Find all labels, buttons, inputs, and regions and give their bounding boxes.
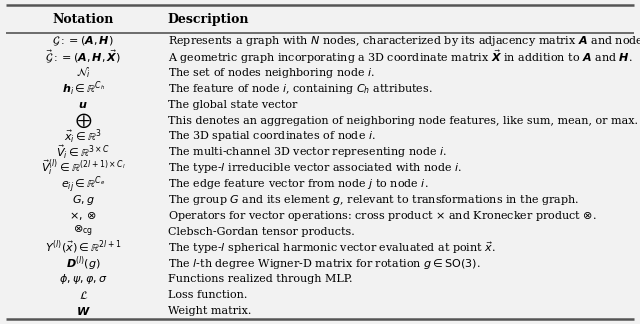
Text: $e_{ij} \in \mathbb{R}^{C_e}$: $e_{ij} \in \mathbb{R}^{C_e}$: [61, 174, 106, 195]
Text: The type-$l$ spherical harmonic vector evaluated at point $\vec{x}$.: The type-$l$ spherical harmonic vector e…: [168, 240, 495, 256]
Text: The group $G$ and its element $g$, relevant to transformations in the graph.: The group $G$ and its element $g$, relev…: [168, 193, 579, 207]
Text: Description: Description: [168, 13, 249, 26]
Text: $\boldsymbol{W}$: $\boldsymbol{W}$: [76, 305, 91, 317]
Text: $\phi, \psi, \varphi, \sigma$: $\phi, \psi, \varphi, \sigma$: [59, 272, 108, 286]
Text: Clebsch-Gordan tensor products.: Clebsch-Gordan tensor products.: [168, 227, 355, 237]
Text: This denotes an aggregation of neighboring node features, like sum, mean, or max: This denotes an aggregation of neighbori…: [168, 116, 637, 125]
Text: Operators for vector operations: cross product $\times$ and Kronecker product $\: Operators for vector operations: cross p…: [168, 209, 596, 223]
Text: $Y^{(l)}(\vec{x}) \in \mathbb{R}^{2l+1}$: $Y^{(l)}(\vec{x}) \in \mathbb{R}^{2l+1}$: [45, 239, 122, 256]
Text: $\times, \otimes$: $\times, \otimes$: [70, 210, 97, 222]
Text: $\otimes_{\mathrm{cg}}$: $\otimes_{\mathrm{cg}}$: [73, 224, 93, 239]
Text: Notation: Notation: [52, 13, 114, 26]
Text: $\vec{V}_i^{(l)} \in \mathbb{R}^{(2l+1) \times C_l}$: $\vec{V}_i^{(l)} \in \mathbb{R}^{(2l+1) …: [41, 158, 125, 178]
Text: $\boldsymbol{D}^{(l)}(g)$: $\boldsymbol{D}^{(l)}(g)$: [66, 254, 100, 273]
Text: $\vec{x}_i \in \mathbb{R}^3$: $\vec{x}_i \in \mathbb{R}^3$: [64, 127, 102, 145]
Text: The set of nodes neighboring node $i$.: The set of nodes neighboring node $i$.: [168, 66, 375, 80]
Text: A geometric graph incorporating a 3D coordinate matrix $\vec{\boldsymbol{X}}$ in: A geometric graph incorporating a 3D coo…: [168, 48, 632, 66]
Text: Weight matrix.: Weight matrix.: [168, 306, 251, 316]
Text: $\vec{\mathcal{G}} := (\boldsymbol{A}, \boldsymbol{H}, \vec{\boldsymbol{X}})$: $\vec{\mathcal{G}} := (\boldsymbol{A}, \…: [45, 49, 121, 65]
Text: $\vec{V}_i \in \mathbb{R}^{3 \times C}$: $\vec{V}_i \in \mathbb{R}^{3 \times C}$: [56, 144, 111, 161]
Text: Loss function.: Loss function.: [168, 290, 247, 300]
Text: The type-$l$ irreducible vector associated with node $i$.: The type-$l$ irreducible vector associat…: [168, 161, 462, 175]
Text: $\mathcal{G} := (\boldsymbol{A}, \boldsymbol{H})$: $\mathcal{G} := (\boldsymbol{A}, \boldsy…: [52, 34, 114, 48]
Text: $\bigoplus$: $\bigoplus$: [75, 111, 92, 130]
Text: $\mathcal{N}_i$: $\mathcal{N}_i$: [76, 65, 91, 80]
Text: $\boldsymbol{u}$: $\boldsymbol{u}$: [79, 100, 88, 110]
Text: The global state vector: The global state vector: [168, 100, 297, 110]
Text: The $l$-th degree Wigner-D matrix for rotation $g \in \mathrm{SO}(3)$.: The $l$-th degree Wigner-D matrix for ro…: [168, 257, 481, 271]
Text: $G, g$: $G, g$: [72, 193, 95, 207]
Text: $\boldsymbol{h}_i \in \mathbb{R}^{C_h}$: $\boldsymbol{h}_i \in \mathbb{R}^{C_h}$: [61, 80, 105, 98]
Text: Represents a graph with $N$ nodes, characterized by its adjacency matrix $\bolds: Represents a graph with $N$ nodes, chara…: [168, 34, 640, 48]
Text: The edge feature vector from node $j$ to node $i$.: The edge feature vector from node $j$ to…: [168, 177, 428, 191]
Text: $\mathcal{L}$: $\mathcal{L}$: [79, 289, 88, 301]
Text: The 3D spatial coordinates of node $i$.: The 3D spatial coordinates of node $i$.: [168, 129, 376, 144]
Text: The feature of node $i$, containing $C_h$ attributes.: The feature of node $i$, containing $C_h…: [168, 82, 432, 96]
Text: Functions realized through MLP.: Functions realized through MLP.: [168, 274, 352, 284]
Text: The multi-channel 3D vector representing node $i$.: The multi-channel 3D vector representing…: [168, 145, 447, 159]
